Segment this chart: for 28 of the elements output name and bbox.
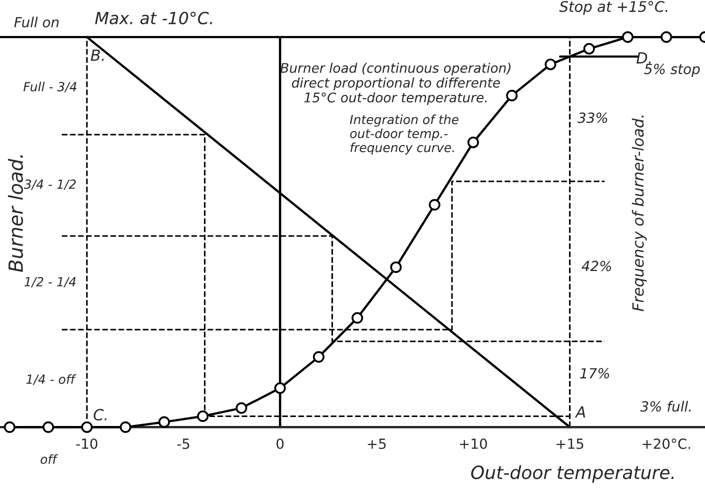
annotation: 33% [578,112,608,124]
annotation: 5% stop [644,64,700,77]
x-tick-label: +5 [368,438,386,450]
text: Max. at -10°C. [95,12,212,24]
annotation: 3% full. [640,400,691,412]
annotation: A [574,406,586,418]
text: Stop at +15°C. [559,1,668,15]
x-tick-label: 0 [276,438,284,450]
annotation: Integration of the out-door temp.- frequency curve. [350,114,458,155]
x-tick-label: +15 [556,438,584,450]
annotation: 1/4 - off [26,374,76,385]
annotation: 17% [580,368,610,379]
annotation: D. [636,52,651,64]
annotation: C. [94,408,107,420]
x-tick-label: +10 [460,438,487,450]
annotation: 1/2 - 1/4 [24,276,76,288]
text: Full on [14,16,59,28]
x-tick-label: +20°C. [642,438,690,450]
x-tick-label: -10 [76,438,98,450]
annotation: B. [90,50,104,61]
annotation: Frequency of burner-load. [632,116,647,312]
x-tick-label: -5 [177,438,190,450]
text: off [40,454,58,464]
y-axis-title: Burner load. [8,155,24,272]
annotation: 42% [582,260,612,272]
annotation: Full - 3/4 [23,82,76,92]
annotation: 3/4 - 1/2 [24,179,76,190]
x-axis-title: Out-door temperature. [471,465,674,483]
